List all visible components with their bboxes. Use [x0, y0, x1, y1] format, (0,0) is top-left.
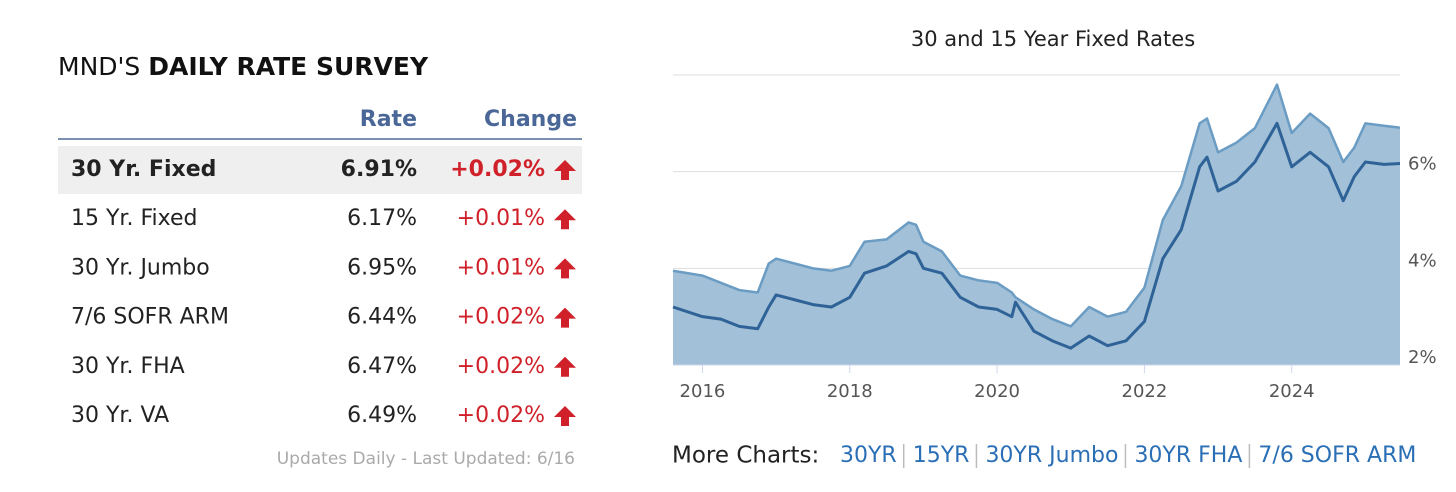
- x-tick-label: 2018: [827, 381, 873, 402]
- up-arrow: [554, 160, 576, 180]
- row-name: 7/6 SOFR ARM: [71, 305, 229, 330]
- x-tick-label: 2022: [1122, 381, 1168, 402]
- highlight-row: [58, 146, 582, 194]
- row-name: 30 Yr. Fixed: [71, 157, 216, 182]
- survey-title: MND'S DAILY RATE SURVEY: [58, 52, 429, 81]
- row-rate: 6.44%: [347, 305, 417, 330]
- row-rate: 6.17%: [347, 206, 417, 231]
- y-tick-label: 6%: [1408, 154, 1437, 175]
- up-arrow: [554, 307, 576, 328]
- title-main: DAILY RATE SURVEY: [148, 52, 429, 81]
- x-tick-label: 2016: [680, 381, 726, 402]
- more-charts-label: More Charts:: [672, 443, 819, 469]
- row-rate: 6.49%: [347, 403, 417, 428]
- row-rate: 6.47%: [347, 354, 417, 379]
- row-rate: 6.95%: [347, 255, 417, 280]
- header-rate: Rate: [360, 107, 417, 132]
- up-arrow: [554, 258, 576, 279]
- y-tick-label: 2%: [1408, 347, 1437, 368]
- row-rate: 6.91%: [341, 157, 417, 182]
- chart-link[interactable]: 30YR: [840, 443, 897, 468]
- x-tick-label: 2020: [974, 381, 1020, 402]
- footer: Updates Daily - Last Updated: 6/16: [277, 449, 575, 469]
- row-name: 30 Yr. VA: [71, 403, 169, 428]
- row-change: +0.02%: [457, 305, 545, 330]
- up-arrow: [554, 356, 576, 377]
- chart-link[interactable]: 15YR: [913, 443, 970, 468]
- row-name: 30 Yr. FHA: [71, 354, 185, 379]
- chart-link[interactable]: 30YR Jumbo: [985, 443, 1118, 468]
- row-change: +0.02%: [457, 354, 545, 379]
- row-name: 30 Yr. Jumbo: [71, 255, 210, 280]
- chart-title: 30 and 15 Year Fixed Rates: [911, 27, 1195, 51]
- row-name: 15 Yr. Fixed: [71, 206, 197, 231]
- chart-link[interactable]: 7/6 SOFR ARM: [1258, 443, 1416, 468]
- line: [672, 121, 1401, 350]
- title-prefix: MND'S: [58, 52, 140, 81]
- chart-link[interactable]: 30YR FHA: [1134, 443, 1242, 468]
- header-change: Change: [484, 107, 577, 132]
- line: [672, 83, 1401, 328]
- up-arrow: [554, 209, 576, 230]
- up-arrow: [554, 406, 576, 426]
- row-change: +0.02%: [457, 403, 545, 428]
- x-tick-label: 2024: [1269, 381, 1315, 402]
- row-change: +0.01%: [457, 206, 545, 231]
- row-change: +0.02%: [450, 157, 545, 182]
- row-change: +0.01%: [457, 255, 545, 280]
- area: [673, 84, 1400, 366]
- y-tick-label: 4%: [1408, 250, 1437, 271]
